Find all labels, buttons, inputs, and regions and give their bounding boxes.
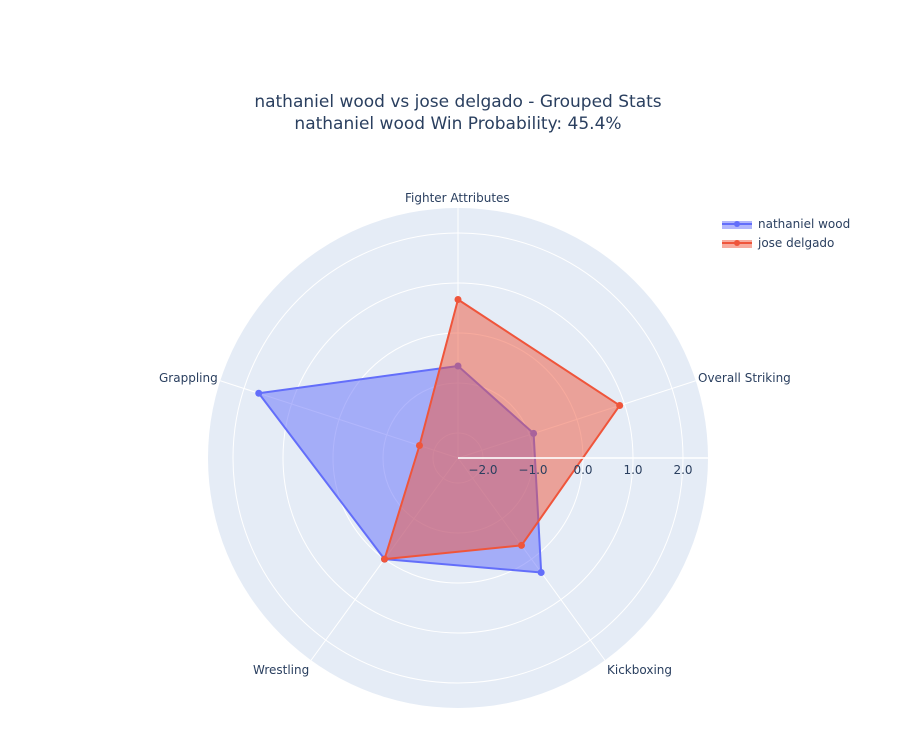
axis-label-fighter-attributes: Fighter Attributes [405,191,510,205]
legend-swatch-icon [722,237,752,249]
chart-title: nathaniel wood vs jose delgado - Grouped… [254,92,662,112]
radial-tick-label: 2.0 [673,463,692,477]
chart-subtitle: nathaniel wood Win Probability: 45.4% [294,114,622,134]
axis-label-kickboxing: Kickboxing [607,663,672,677]
series-jose-delgado [381,296,624,563]
data-point[interactable] [415,441,423,449]
data-point[interactable] [616,401,624,409]
data-point[interactable] [381,555,389,563]
axis-label-overall-striking: Overall Striking [698,371,791,385]
legend-label: jose delgado [758,235,835,250]
axis-label-grappling: Grappling [159,371,218,385]
data-point[interactable] [454,296,462,303]
legend-item-nathaniel-wood[interactable]: nathaniel wood [722,214,850,233]
radial-axis: −2.0 −1.0 0.0 1.0 2.0 [458,457,708,477]
data-point[interactable] [255,389,263,397]
legend-item-jose-delgado[interactable]: jose delgado [722,233,850,252]
radial-tick-label: −1.0 [518,463,547,477]
legend-swatch-icon [722,218,752,230]
radial-tick-label: 1.0 [623,463,642,477]
radial-tick-label: 0.0 [573,463,592,477]
legend-label: nathaniel wood [758,216,851,231]
legend: nathaniel wood jose delgado [722,214,850,252]
radial-tick-label: −2.0 [468,463,497,477]
data-point[interactable] [517,541,525,549]
axis-label-wrestling: Wrestling [253,663,310,677]
series-layer [255,296,624,576]
data-point[interactable] [537,568,545,576]
